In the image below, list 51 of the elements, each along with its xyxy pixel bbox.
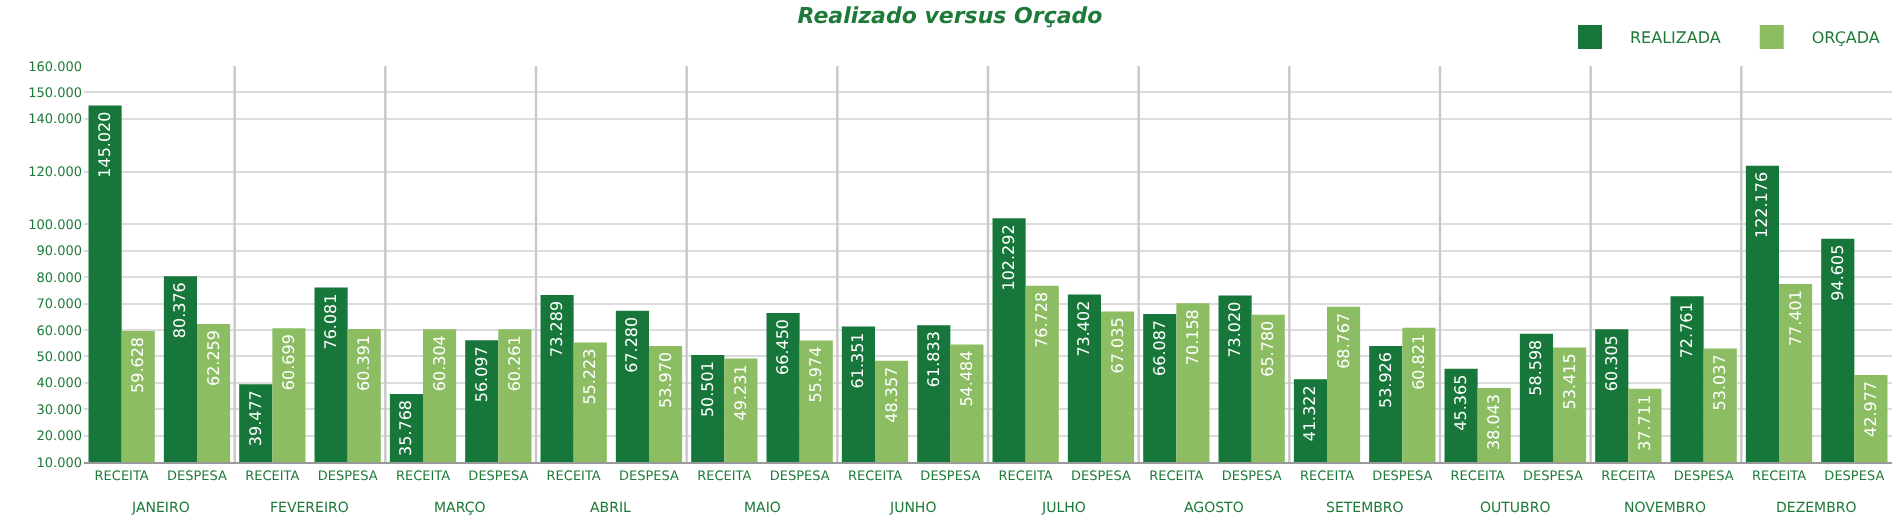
- data-label: 50.501: [698, 361, 717, 418]
- data-label: 67.035: [1108, 317, 1127, 374]
- data-label: 66.450: [774, 318, 793, 375]
- data-label: 54.484: [957, 350, 976, 407]
- data-label: 35.768: [397, 399, 416, 456]
- data-label: 49.231: [731, 364, 750, 421]
- data-label: 42.977: [1861, 380, 1880, 437]
- data-label: 37.711: [1635, 394, 1654, 451]
- data-label: 48.357: [882, 366, 901, 423]
- data-label: 41.322: [1301, 385, 1320, 442]
- data-label: 60.305: [1602, 335, 1621, 392]
- data-label: 60.821: [1409, 333, 1428, 390]
- data-label: 60.304: [430, 335, 449, 392]
- data-label: 60.261: [505, 335, 524, 392]
- data-label: 53.415: [1560, 353, 1579, 410]
- data-label: 59.628: [129, 336, 148, 393]
- data-label: 102.292: [1000, 224, 1019, 291]
- data-label: 65.780: [1259, 320, 1278, 377]
- data-label: 53.970: [656, 351, 675, 408]
- data-label: 55.223: [581, 348, 600, 405]
- data-label: 73.402: [1075, 300, 1094, 357]
- data-label: 61.351: [849, 332, 868, 389]
- legend-label: ORÇADA: [1811, 29, 1881, 48]
- data-label: 67.280: [623, 316, 642, 373]
- data-label: 39.477: [246, 390, 265, 447]
- data-label: 62.259: [204, 330, 223, 387]
- legend-label: REALIZADA: [1630, 29, 1722, 48]
- chart-title: Realizado versus Orçado: [797, 3, 1104, 30]
- data-label: 56.097: [472, 346, 491, 403]
- data-label: 145.020: [96, 111, 115, 178]
- data-label: 38.043: [1485, 393, 1504, 450]
- data-label: 53.037: [1711, 354, 1730, 411]
- data-label: 55.974: [807, 346, 826, 403]
- data-label: 68.767: [1334, 312, 1353, 369]
- data-label: 58.598: [1527, 339, 1546, 396]
- data-label: 70.158: [1183, 309, 1202, 366]
- data-label: 72.761: [1678, 302, 1697, 359]
- data-label: 60.699: [279, 334, 298, 391]
- data-label: 122.176: [1753, 171, 1772, 239]
- data-label: 76.728: [1033, 291, 1052, 348]
- data-label: 66.087: [1150, 319, 1169, 376]
- data-label: 53.926: [1376, 352, 1395, 409]
- data-label: 80.376: [171, 282, 190, 339]
- data-label: 45.365: [1452, 374, 1471, 431]
- data-label: 77.401: [1786, 290, 1805, 347]
- data-label: 94.605: [1828, 244, 1847, 301]
- data-label: 76.081: [322, 293, 341, 350]
- data-label: 73.020: [1226, 301, 1245, 358]
- data-label: 60.391: [355, 334, 374, 391]
- data-label: 73.289: [548, 300, 567, 357]
- data-label: 61.833: [924, 331, 943, 388]
